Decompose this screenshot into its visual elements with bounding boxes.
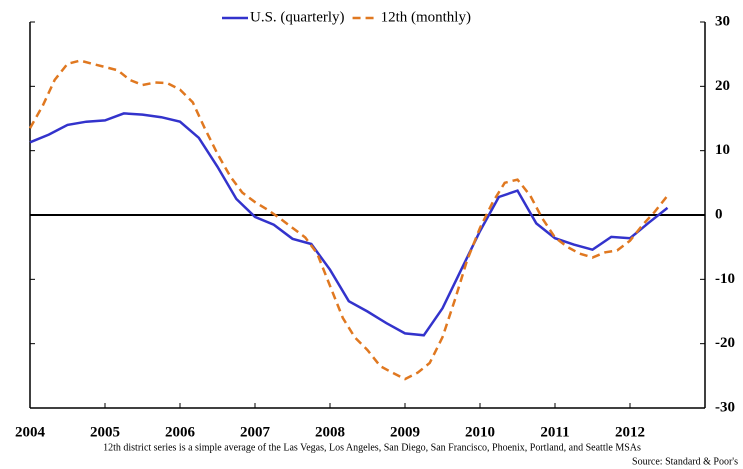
legend-label: 12th (monthly) — [381, 9, 471, 25]
x-tick-label: 2011 — [540, 424, 569, 440]
x-tick-label: 2005 — [90, 424, 120, 440]
y-tick-label: 20 — [715, 78, 730, 94]
y-tick-label: 10 — [715, 142, 730, 158]
x-tick-label: 2006 — [165, 424, 196, 440]
y-tick-label: -30 — [715, 399, 735, 415]
x-tick-label: 2007 — [240, 424, 271, 440]
y-tick-label: -20 — [715, 335, 735, 351]
y-tick-label: 0 — [715, 206, 723, 222]
series-line — [28, 59, 669, 381]
source: Source: Standard & Poor's — [632, 456, 738, 467]
x-tick-label: 2009 — [390, 424, 420, 440]
footnote: 12th district series is a simple average… — [103, 442, 641, 453]
y-tick-label: -10 — [715, 271, 735, 287]
series-line — [29, 112, 669, 337]
x-tick-label: 2004 — [15, 424, 46, 440]
y-tick-label: 30 — [715, 13, 730, 29]
x-tick-label: 2012 — [615, 424, 645, 440]
x-tick-label: 2010 — [465, 424, 495, 440]
x-tick-label: 2008 — [315, 424, 345, 440]
legend-label: U.S. (quarterly) — [250, 9, 345, 25]
